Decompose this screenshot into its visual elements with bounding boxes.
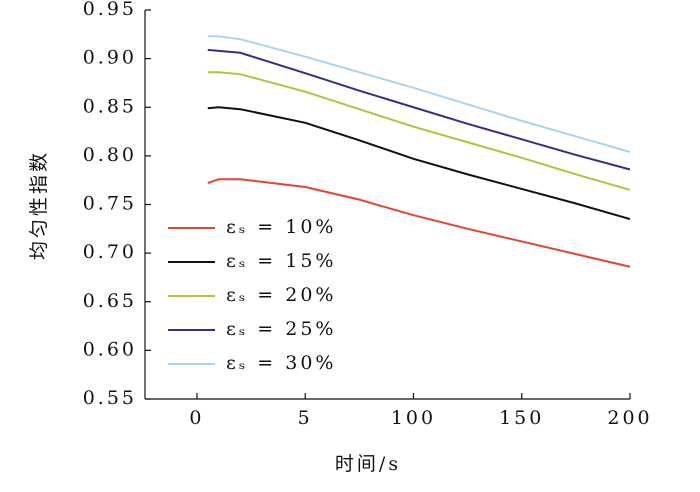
legend-label: εₛ = 10% — [226, 216, 336, 238]
x-tick-label: 150 — [499, 407, 544, 429]
y-tick-label: 0.95 — [83, 0, 137, 20]
series-line — [207, 106, 631, 221]
y-tick-label: 0.55 — [83, 387, 137, 409]
series-line — [207, 48, 631, 171]
y-tick-label: 0.75 — [83, 193, 137, 215]
x-tick-label: 5 — [298, 407, 313, 429]
y-tick-label: 0.65 — [83, 290, 137, 312]
y-tick-label: 0.90 — [83, 47, 137, 69]
legend-label: εₛ = 15% — [226, 250, 336, 272]
y-tick-label: 0.60 — [83, 338, 137, 360]
y-tick-label: 0.80 — [83, 144, 137, 166]
series-line — [207, 178, 631, 268]
legend-label: εₛ = 20% — [226, 284, 336, 306]
y-axis-label: 均匀性指数 — [28, 150, 50, 260]
legend-label: εₛ = 30% — [226, 352, 336, 374]
series-line — [207, 71, 631, 191]
x-tick-label: 100 — [391, 407, 436, 429]
x-tick-label: 200 — [607, 407, 652, 429]
series-line — [207, 35, 631, 153]
y-tick-label: 0.85 — [83, 95, 137, 117]
x-tick-label: 0 — [189, 407, 204, 429]
legend-label: εₛ = 25% — [226, 318, 336, 340]
y-tick-label: 0.70 — [83, 241, 137, 263]
x-axis-label: 时间/s — [335, 453, 401, 475]
